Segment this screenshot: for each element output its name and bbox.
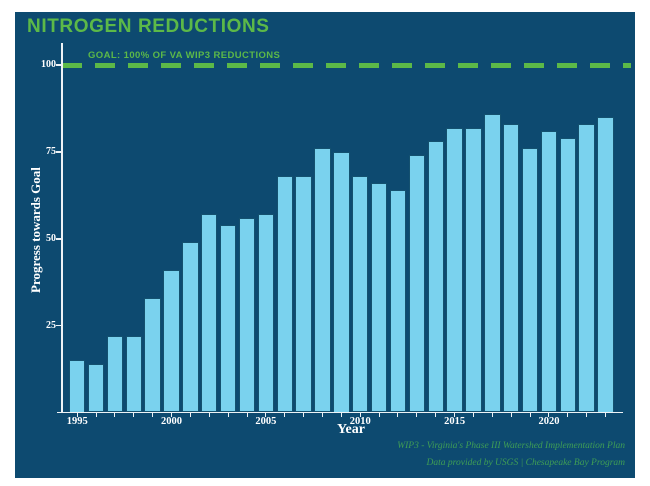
- bar-1998: [125, 336, 142, 413]
- y-axis: [61, 43, 63, 413]
- x-tick-2016: [472, 413, 474, 417]
- y-tick-label-75: 75: [46, 145, 56, 157]
- x-axis-title: Year: [337, 422, 365, 437]
- bar-2011: [370, 183, 388, 413]
- x-tick-2002: [208, 413, 210, 417]
- y-tick-label-100: 100: [41, 59, 56, 70]
- bar-2004: [238, 217, 256, 413]
- x-tick-2019: [529, 413, 531, 417]
- y-tick-100: [56, 64, 61, 66]
- bar-2005: [257, 214, 275, 413]
- bar-2017: [484, 113, 501, 413]
- x-tick-2010: [359, 413, 361, 417]
- x-tick-2003: [227, 413, 229, 417]
- bar-1999: [144, 297, 161, 413]
- x-tick-2021: [567, 413, 569, 417]
- x-tick-2004: [246, 413, 248, 417]
- bar-2001: [182, 242, 199, 413]
- x-tick-2015: [454, 413, 456, 417]
- goal-dashed-line: [62, 62, 631, 68]
- x-axis: [57, 411, 623, 413]
- bar-2013: [408, 155, 426, 413]
- x-tick-1996: [95, 413, 97, 417]
- x-tick-1995: [76, 413, 78, 417]
- bar-2016: [465, 127, 482, 413]
- y-tick-label-25: 25: [46, 319, 56, 331]
- x-tick-label-2010: 2010: [349, 416, 371, 427]
- x-tick-2009: [340, 413, 342, 417]
- x-tick-2012: [397, 413, 399, 417]
- x-tick-2011: [378, 413, 380, 417]
- bar-2014: [427, 141, 444, 413]
- x-tick-2020: [548, 413, 550, 417]
- x-tick-2005: [265, 413, 267, 417]
- x-tick-2001: [189, 413, 191, 417]
- x-tick-label-2000: 2000: [161, 416, 183, 427]
- x-tick-label-2005: 2005: [255, 416, 277, 427]
- y-tick-75: [56, 151, 61, 153]
- bar-2015: [446, 127, 463, 413]
- bar-2019: [521, 148, 539, 413]
- bar-2006: [276, 176, 293, 413]
- bar-2007: [295, 176, 312, 413]
- x-tick-2008: [322, 413, 323, 417]
- x-tick-2000: [171, 413, 173, 417]
- bar-2010: [352, 176, 369, 413]
- footnote-source: Data provided by USGS | Chesapeake Bay P…: [426, 458, 625, 468]
- x-tick-1998: [133, 413, 135, 417]
- bar-1996: [87, 363, 105, 413]
- bar-2003: [219, 224, 237, 413]
- x-tick-2023: [605, 413, 607, 417]
- x-tick-2017: [491, 413, 493, 417]
- bar-2021: [559, 137, 576, 413]
- x-tick-label-2015: 2015: [444, 416, 466, 427]
- x-tick-2007: [303, 413, 305, 417]
- x-tick-1997: [114, 413, 116, 417]
- y-tick-label-50: 50: [46, 232, 56, 244]
- y-tick-50: [56, 238, 61, 240]
- x-tick-2013: [416, 413, 418, 417]
- x-tick-2018: [510, 413, 512, 417]
- chart-title: NITROGEN REDUCTIONS: [27, 16, 270, 37]
- bar-1995: [69, 360, 86, 413]
- chart-canvas: NITROGEN REDUCTIONS GOAL: 100% OF VA WIP…: [15, 12, 635, 478]
- bar-1997: [106, 336, 124, 413]
- bar-2022: [578, 124, 595, 413]
- x-tick-2006: [284, 413, 286, 417]
- x-tick-2022: [586, 413, 588, 417]
- bar-2008: [314, 148, 331, 413]
- x-tick-1999: [152, 413, 154, 417]
- goal-line-label: GOAL: 100% OF VA WIP3 REDUCTIONS: [88, 50, 281, 61]
- footnote-wip3: WIP3 - Virginia's Phase III Watershed Im…: [397, 441, 625, 451]
- x-tick-2014: [435, 413, 437, 417]
- x-tick-label-2020: 2020: [538, 416, 560, 427]
- bar-2000: [163, 270, 180, 413]
- bar-2012: [389, 190, 407, 413]
- bar-2020: [540, 131, 558, 413]
- bar-2018: [503, 124, 520, 413]
- x-tick-label-1995: 1995: [66, 416, 88, 427]
- y-axis-title: Progress towards Goal: [28, 167, 43, 293]
- bar-2002: [201, 214, 218, 413]
- bar-2023: [597, 117, 614, 413]
- bar-2009: [333, 151, 350, 413]
- y-tick-25: [56, 324, 61, 327]
